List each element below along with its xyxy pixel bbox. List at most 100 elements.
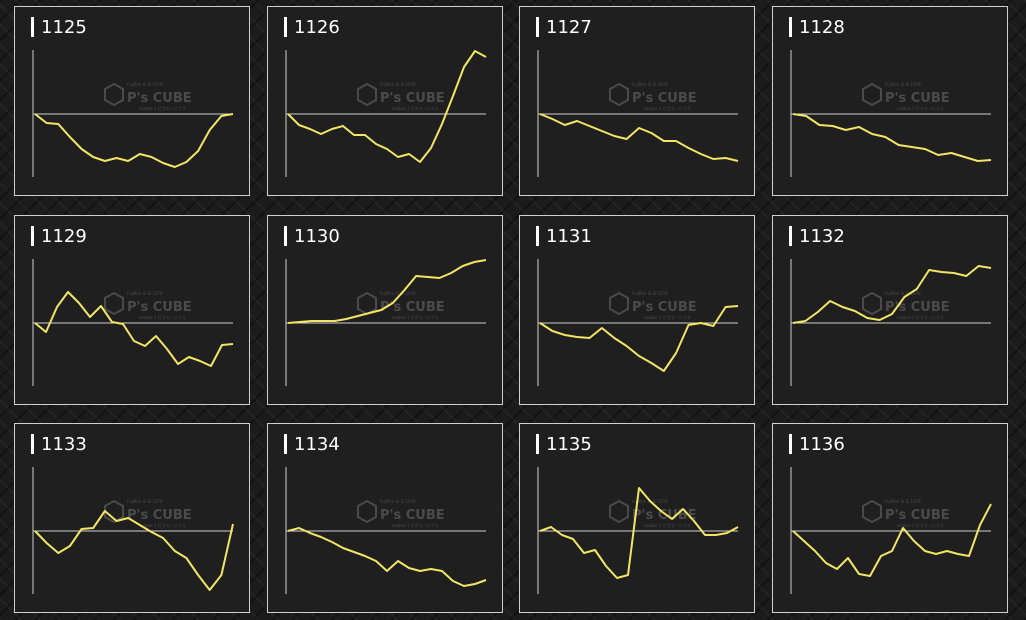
watermark-brand: P's CUBE: [127, 300, 192, 315]
machine-number: 1135: [546, 434, 592, 455]
watermark-small-top: Fujifilm Sl Sl 1978: [380, 82, 416, 87]
watermark-small-bottom: osakas 1 ピガモノビクス: [392, 522, 439, 528]
watermark-brand: P's CUBE: [380, 91, 445, 106]
title-marker: [789, 434, 792, 454]
line-chart: P's CUBE Fujifilm Sl Sl 1978 osakas 1 ピガモノ…: [285, 50, 487, 177]
watermark-brand: P's CUBE: [127, 508, 192, 523]
watermark-small-top: Fujifilm Sl Sl 1978: [380, 291, 416, 296]
title-marker: [31, 17, 34, 37]
watermark-brand: P's CUBE: [632, 508, 697, 523]
series-line: [792, 113, 992, 162]
watermark-small-bottom: osakas 1 ピガモノビクス: [139, 314, 186, 320]
title-marker: [31, 226, 34, 246]
watermark-small-top: Fujifilm Sl Sl 1978: [885, 499, 921, 504]
machine-number: 1132: [799, 226, 845, 247]
graph-panel-1129[interactable]: 1129 P's CUBE Fujifilm Sl Sl 1978 osakas 1 …: [14, 215, 250, 405]
watermark-logo: P's CUBE Fujifilm Sl Sl 1978 osakas 1 ピガモノ…: [357, 499, 445, 528]
watermark-small-bottom: osakas 1 ピガモノビクス: [644, 314, 691, 320]
watermark-brand: P's CUBE: [632, 300, 697, 315]
watermark-logo: P's CUBE Fujifilm Sl Sl 1978 osakas 1 ピガモノ…: [862, 291, 950, 320]
cube-icon: [609, 291, 629, 316]
machine-number: 1134: [294, 434, 340, 455]
watermark-small-top: Fujifilm Sl Sl 1978: [127, 291, 163, 296]
line-chart: P's CUBE Fujifilm Sl Sl 1978 osakas 1 ピガモノ…: [32, 259, 234, 386]
graph-panel-1130[interactable]: 1130 P's CUBE Fujifilm Sl Sl 1978 osakas 1 …: [267, 215, 503, 405]
machine-number: 1129: [41, 226, 87, 247]
series-line: [792, 503, 992, 577]
series-line: [539, 305, 739, 372]
watermark-small-top: Fujifilm Sl Sl 1978: [632, 82, 668, 87]
graph-panel-1133[interactable]: 1133 P's CUBE Fujifilm Sl Sl 1978 osakas 1 …: [14, 423, 250, 613]
cube-icon: [862, 499, 882, 524]
series-line: [539, 487, 739, 579]
machine-number: 1130: [294, 226, 340, 247]
series-line: [287, 527, 487, 587]
machine-number: 1133: [41, 434, 87, 455]
series-line: [792, 265, 992, 324]
watermark-logo: P's CUBE Fujifilm Sl Sl 1978 osakas 1 ピガモノ…: [104, 82, 192, 111]
line-chart: P's CUBE Fujifilm Sl Sl 1978 osakas 1 ピガモノ…: [32, 50, 234, 177]
machine-number: 1126: [294, 17, 340, 38]
graph-panel-1136[interactable]: 1136 P's CUBE Fujifilm Sl Sl 1978 osakas 1 …: [772, 423, 1008, 613]
watermark-small-bottom: osakas 1 ピガモノビクス: [644, 522, 691, 528]
watermark-small-top: Fujifilm Sl Sl 1978: [127, 499, 163, 504]
cube-icon: [357, 82, 377, 107]
machine-number: 1125: [41, 17, 87, 38]
watermark-logo: P's CUBE Fujifilm Sl Sl 1978 osakas 1 ピガモノ…: [104, 499, 192, 528]
title-marker: [536, 226, 539, 246]
cube-icon: [609, 499, 629, 524]
title-marker: [789, 226, 792, 246]
watermark-brand: P's CUBE: [885, 91, 950, 106]
graph-panel-1132[interactable]: 1132 P's CUBE Fujifilm Sl Sl 1978 osakas 1 …: [772, 215, 1008, 405]
machine-number: 1131: [546, 226, 592, 247]
line-chart: P's CUBE Fujifilm Sl Sl 1978 osakas 1 ピガモノ…: [32, 467, 234, 594]
graph-panel-1134[interactable]: 1134 P's CUBE Fujifilm Sl Sl 1978 osakas 1 …: [267, 423, 503, 613]
graph-panel-1126[interactable]: 1126 P's CUBE Fujifilm Sl Sl 1978 osakas 1 …: [267, 6, 503, 196]
watermark-logo: P's CUBE Fujifilm Sl Sl 1978 osakas 1 ピガモノ…: [862, 499, 950, 528]
watermark-small-top: Fujifilm Sl Sl 1978: [380, 499, 416, 504]
series-line: [287, 259, 487, 324]
title-marker: [31, 434, 34, 454]
watermark-small-top: Fujifilm Sl Sl 1978: [632, 291, 668, 296]
cube-icon: [104, 499, 124, 524]
watermark-logo: P's CUBE Fujifilm Sl Sl 1978 osakas 1 ピガモノ…: [862, 82, 950, 111]
watermark-logo: P's CUBE Fujifilm Sl Sl 1978 osakas 1 ピガモノ…: [609, 82, 697, 111]
cube-icon: [357, 291, 377, 316]
machine-number: 1128: [799, 17, 845, 38]
machine-number: 1136: [799, 434, 845, 455]
watermark-small-top: Fujifilm Sl Sl 1978: [885, 291, 921, 296]
watermark-brand: P's CUBE: [380, 508, 445, 523]
cube-icon: [357, 499, 377, 524]
watermark-logo: P's CUBE Fujifilm Sl Sl 1978 osakas 1 ピガモノ…: [609, 291, 697, 320]
line-chart: P's CUBE Fujifilm Sl Sl 1978 osakas 1 ピガモノ…: [285, 467, 487, 594]
watermark-small-top: Fujifilm Sl Sl 1978: [127, 82, 163, 87]
watermark-small-bottom: osakas 1 ピガモノビクス: [897, 314, 944, 320]
series-line: [34, 291, 234, 367]
graph-panel-1128[interactable]: 1128 P's CUBE Fujifilm Sl Sl 1978 osakas 1 …: [772, 6, 1008, 196]
cube-icon: [609, 82, 629, 107]
graph-panel-1131[interactable]: 1131 P's CUBE Fujifilm Sl Sl 1978 osakas 1 …: [519, 215, 755, 405]
series-line: [287, 50, 487, 163]
watermark-small-bottom: osakas 1 ピガモノビクス: [392, 105, 439, 111]
watermark-small-bottom: osakas 1 ピガモノビクス: [139, 105, 186, 111]
series-line: [34, 113, 234, 168]
watermark-brand: P's CUBE: [127, 91, 192, 106]
graph-panel-1135[interactable]: 1135 P's CUBE Fujifilm Sl Sl 1978 osakas 1 …: [519, 423, 755, 613]
cube-icon: [104, 82, 124, 107]
watermark-logo: P's CUBE Fujifilm Sl Sl 1978 osakas 1 ピガモノ…: [357, 291, 445, 320]
watermark-brand: P's CUBE: [632, 91, 697, 106]
series-line: [34, 510, 234, 591]
watermark-brand: P's CUBE: [885, 300, 950, 315]
watermark-small-bottom: osakas 1 ピガモノビクス: [897, 105, 944, 111]
watermark-small-bottom: osakas 1 ピガモノビクス: [139, 522, 186, 528]
title-marker: [536, 17, 539, 37]
cube-icon: [862, 82, 882, 107]
graph-panel-1127[interactable]: 1127 P's CUBE Fujifilm Sl Sl 1978 osakas 1 …: [519, 6, 755, 196]
title-marker: [284, 17, 287, 37]
graph-panel-1125[interactable]: 1125 P's CUBE Fujifilm Sl Sl 1978 osakas 1 …: [14, 6, 250, 196]
